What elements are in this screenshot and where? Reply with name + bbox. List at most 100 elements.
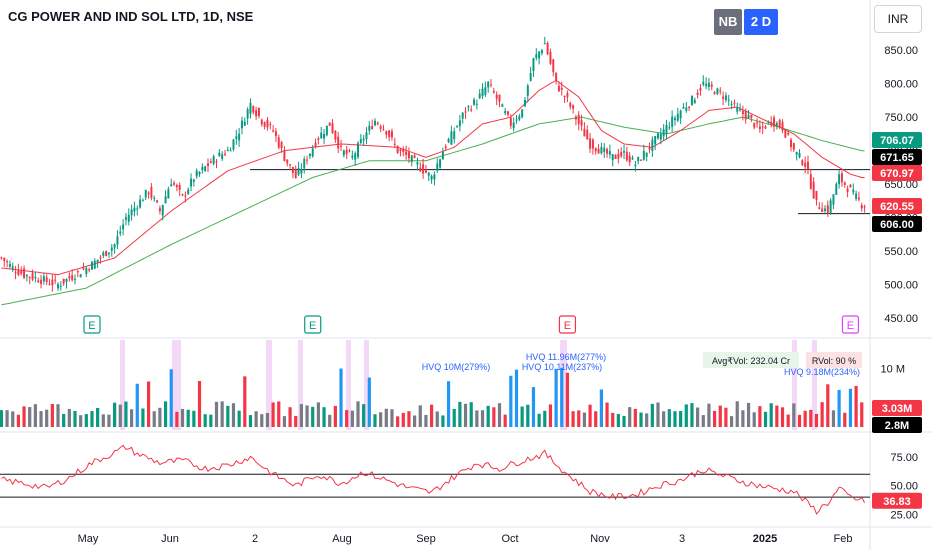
candle-body bbox=[804, 162, 807, 167]
candle-body bbox=[705, 83, 708, 87]
candle-body bbox=[676, 113, 679, 121]
volume-bar bbox=[446, 381, 451, 427]
rsi-tick-label: 50.00 bbox=[890, 481, 918, 493]
currency-selector[interactable]: INR bbox=[874, 5, 922, 33]
volume-bar bbox=[260, 414, 264, 427]
candle-body bbox=[628, 155, 631, 163]
candle-body bbox=[433, 174, 436, 180]
candle-body bbox=[600, 147, 603, 154]
candle-body bbox=[863, 206, 866, 208]
volume-bar bbox=[492, 407, 496, 427]
candle-body bbox=[473, 99, 476, 105]
candle-body bbox=[730, 103, 733, 105]
volume-bar bbox=[537, 413, 541, 427]
candle-body bbox=[577, 114, 580, 125]
candle-body bbox=[673, 118, 676, 121]
candle-body bbox=[28, 276, 31, 278]
candle-body bbox=[787, 132, 790, 135]
candle-body bbox=[328, 122, 331, 126]
candle-body bbox=[744, 110, 747, 120]
candle-body bbox=[178, 184, 181, 190]
candle-body bbox=[246, 109, 249, 119]
avg-vol-text: Avg₹Vol: 232.04 Cr bbox=[712, 356, 790, 366]
candle-body bbox=[481, 88, 484, 97]
price-label-box bbox=[872, 132, 922, 148]
volume-bar bbox=[639, 412, 643, 427]
volume-bar bbox=[452, 408, 456, 427]
candle-body bbox=[351, 155, 354, 158]
candle-body bbox=[456, 126, 459, 128]
price-label: 606.00 bbox=[880, 219, 914, 231]
volume-bar bbox=[129, 409, 134, 427]
candle-body bbox=[133, 207, 136, 212]
y-tick-label: 550.00 bbox=[884, 246, 918, 258]
candle-body bbox=[733, 102, 736, 104]
candle-body bbox=[212, 156, 215, 164]
volume-bar bbox=[729, 416, 734, 427]
hvq-annotation: HVQ 11.96M(277%) bbox=[526, 352, 606, 362]
candle-body bbox=[651, 139, 654, 152]
candle-body bbox=[495, 94, 498, 99]
candle-body bbox=[232, 139, 235, 150]
candle-body bbox=[727, 99, 730, 101]
price-label-box bbox=[872, 149, 922, 165]
candle-body bbox=[79, 274, 82, 278]
volume-bar bbox=[803, 410, 807, 427]
volume-bar bbox=[248, 415, 253, 427]
candle-body bbox=[161, 205, 164, 216]
volume-bar bbox=[628, 407, 632, 427]
volume-bar bbox=[650, 403, 654, 427]
candle-body bbox=[85, 268, 88, 274]
candle-body bbox=[192, 179, 195, 182]
volume-bar bbox=[265, 412, 270, 427]
y-tick-label: 500.00 bbox=[884, 280, 918, 292]
price-label: 620.55 bbox=[880, 201, 914, 213]
candle-body bbox=[59, 285, 62, 287]
candle-body bbox=[597, 148, 600, 154]
earnings-marker-box bbox=[841, 315, 860, 334]
volume-highlight-band bbox=[298, 340, 303, 430]
volume-bar bbox=[645, 413, 649, 427]
candle-body bbox=[654, 136, 657, 145]
volume-bar bbox=[180, 408, 185, 427]
volume-bar bbox=[673, 411, 677, 427]
candle-body bbox=[334, 130, 337, 140]
candle-body bbox=[617, 153, 620, 159]
candle-body bbox=[586, 129, 589, 140]
candle-body bbox=[314, 142, 317, 147]
candle-body bbox=[439, 159, 442, 168]
volume-bar bbox=[56, 404, 60, 427]
volume-label-box bbox=[872, 417, 922, 433]
candle-body bbox=[164, 196, 167, 203]
volume-bar bbox=[39, 411, 43, 427]
candle-body bbox=[76, 271, 79, 273]
tag-2d[interactable]: 2 D bbox=[744, 9, 778, 35]
volume-bar bbox=[28, 407, 32, 427]
candle-body bbox=[139, 199, 142, 208]
volume-bar bbox=[514, 369, 519, 427]
candle-body bbox=[413, 155, 416, 158]
volume-bar bbox=[780, 407, 785, 427]
candle-body bbox=[156, 200, 159, 203]
candle-body bbox=[801, 160, 804, 165]
earnings-marker-box bbox=[558, 315, 577, 334]
volume-bar bbox=[633, 408, 637, 427]
tag-nb[interactable]: NB bbox=[714, 9, 742, 35]
candle-body bbox=[119, 231, 122, 234]
volume-bar bbox=[724, 407, 728, 427]
volume-bar bbox=[333, 405, 337, 427]
volume-bar bbox=[305, 405, 309, 427]
candle-body bbox=[860, 205, 863, 209]
candle-body bbox=[34, 277, 37, 279]
candle-body bbox=[526, 85, 529, 96]
volume-bar bbox=[480, 410, 485, 427]
candle-body bbox=[218, 152, 221, 157]
candle-body bbox=[625, 151, 628, 161]
volume-bar bbox=[220, 401, 224, 427]
volume-highlight-band bbox=[120, 340, 125, 430]
volume-bar bbox=[831, 410, 836, 427]
candle-body bbox=[679, 110, 682, 119]
volume-bar bbox=[463, 403, 468, 427]
